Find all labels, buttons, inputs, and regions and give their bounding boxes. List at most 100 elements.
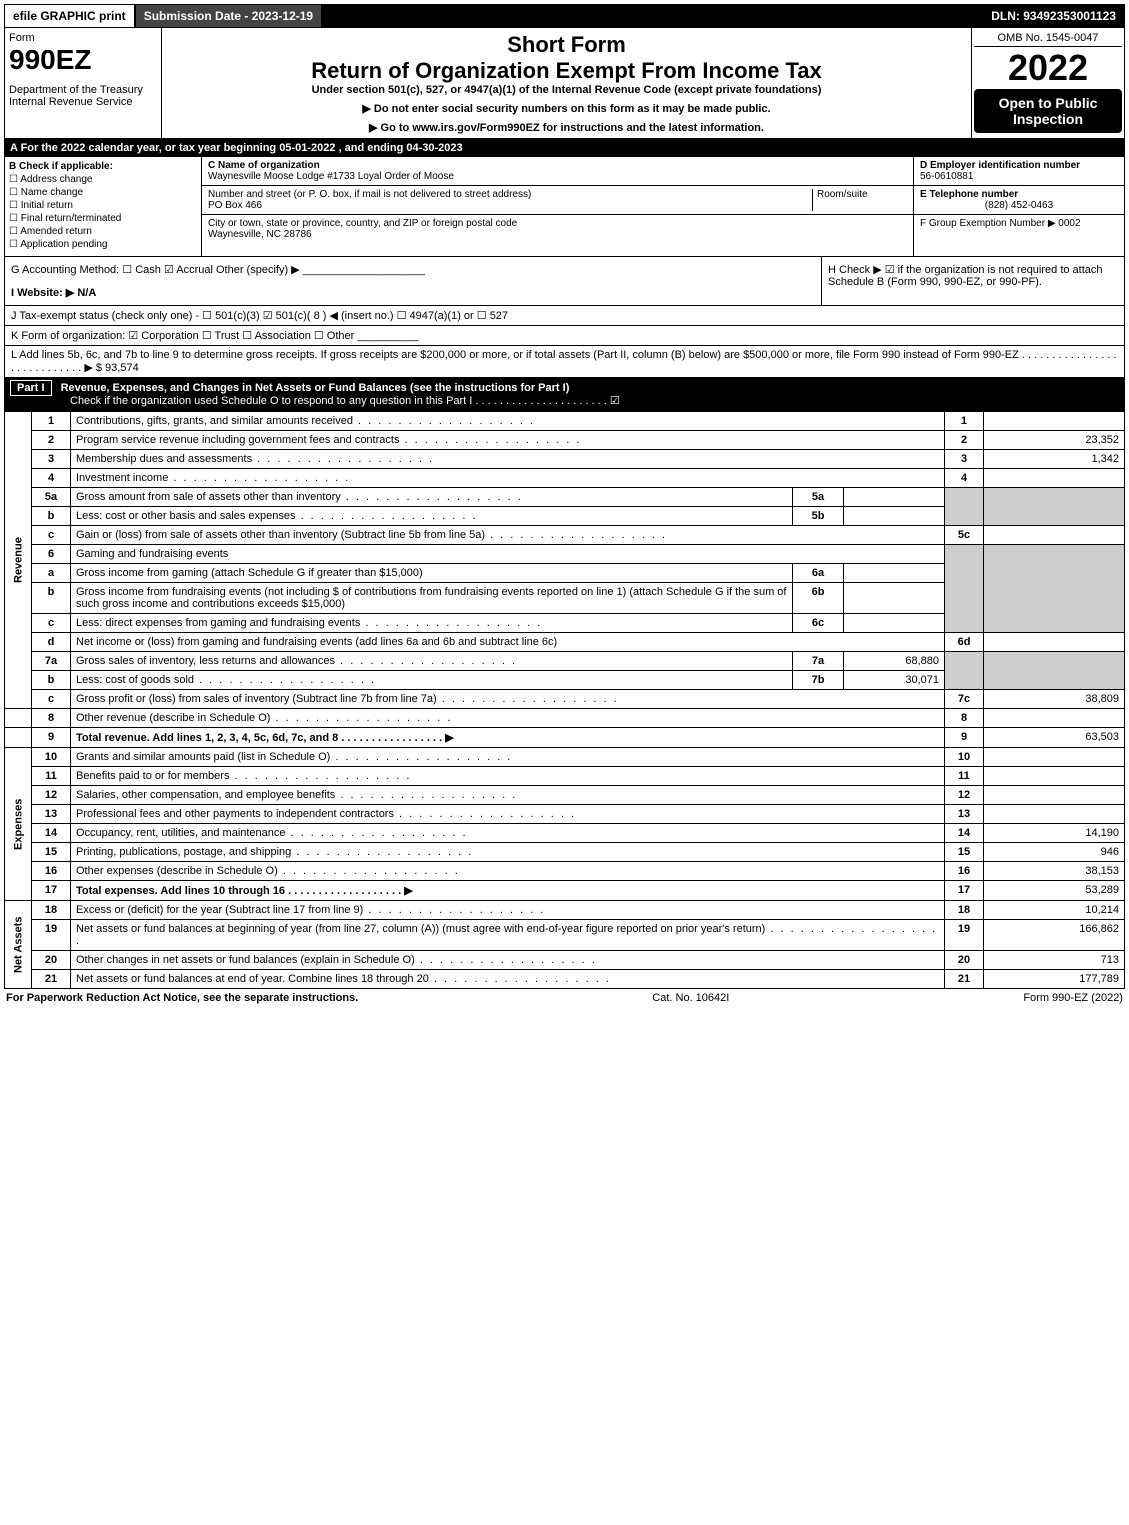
l17-amt: 53,289 [984, 881, 1125, 901]
chk-final-return[interactable]: Final return/terminated [9, 213, 197, 224]
part1-check: Check if the organization used Schedule … [70, 395, 620, 407]
chk-initial-return[interactable]: Initial return [9, 200, 197, 211]
form-number: 990EZ [9, 44, 157, 76]
chk-name-change[interactable]: Name change [9, 187, 197, 198]
l2-num: 2 [32, 431, 71, 450]
spacer [323, 5, 983, 27]
l18-txt: Excess or (deficit) for the year (Subtra… [71, 901, 945, 920]
l5a-txt: Gross amount from sale of assets other t… [71, 488, 793, 507]
l6c-sub: 6c [793, 614, 844, 633]
l12-txt: Salaries, other compensation, and employ… [71, 786, 945, 805]
l10-txt: Grants and similar amounts paid (list in… [71, 748, 945, 767]
page-footer: For Paperwork Reduction Act Notice, see … [4, 989, 1125, 1007]
l5c-txt: Gain or (loss) from sale of assets other… [71, 526, 945, 545]
l16-num: 16 [32, 862, 71, 881]
l7c-num: c [32, 690, 71, 709]
l5a-val [844, 488, 945, 507]
org-name: Waynesville Moose Lodge #1733 Loyal Orde… [208, 171, 454, 182]
l11-box: 11 [945, 767, 984, 786]
l15-amt: 946 [984, 843, 1125, 862]
l6d-amt [984, 633, 1125, 652]
col-c-org: C Name of organization Waynesville Moose… [202, 157, 914, 256]
col-def: D Employer identification number 56-0610… [914, 157, 1124, 256]
l10-amt [984, 748, 1125, 767]
col-b-checks: B Check if applicable: Address change Na… [5, 157, 202, 256]
side-rev-cont2 [5, 728, 32, 748]
l4-amt [984, 469, 1125, 488]
l19-amt: 166,862 [984, 920, 1125, 951]
l7a-val: 68,880 [844, 652, 945, 671]
l16-box: 16 [945, 862, 984, 881]
l1-num: 1 [32, 412, 71, 431]
form-label: Form [9, 32, 157, 44]
part1-table: Revenue 1 Contributions, gifts, grants, … [4, 411, 1125, 989]
l14-box: 14 [945, 824, 984, 843]
irs-label: Internal Revenue Service [9, 96, 157, 108]
row-a-tax-year: A For the 2022 calendar year, or tax yea… [4, 139, 1125, 157]
l7c-box: 7c [945, 690, 984, 709]
top-bar: efile GRAPHIC print Submission Date - 20… [4, 4, 1125, 28]
l14-num: 14 [32, 824, 71, 843]
l6a-val [844, 564, 945, 583]
l6a-txt: Gross income from gaming (attach Schedul… [71, 564, 793, 583]
chk-address-change[interactable]: Address change [9, 174, 197, 185]
row-gh: G Accounting Method: ☐ Cash ☑ Accrual Ot… [4, 257, 1125, 306]
efile-link[interactable]: efile GRAPHIC print [5, 5, 136, 27]
part1-title: Revenue, Expenses, and Changes in Net As… [61, 382, 570, 394]
l4-txt: Investment income [71, 469, 945, 488]
part1-label: Part I [10, 380, 52, 396]
l6a-sub: 6a [793, 564, 844, 583]
l6a-num: a [32, 564, 71, 583]
l16-txt: Other expenses (describe in Schedule O) [71, 862, 945, 881]
l5b-val [844, 507, 945, 526]
l6d-txt: Net income or (loss) from gaming and fun… [71, 633, 945, 652]
l9-num: 9 [32, 728, 71, 748]
city-value: Waynesville, NC 28786 [208, 229, 312, 240]
city-label: City or town, state or province, country… [208, 218, 517, 229]
l2-txt: Program service revenue including govern… [71, 431, 945, 450]
l11-num: 11 [32, 767, 71, 786]
d-ein-label: D Employer identification number [920, 160, 1080, 171]
l19-num: 19 [32, 920, 71, 951]
l5a-num: 5a [32, 488, 71, 507]
short-form-title: Short Form [166, 32, 967, 58]
dln: DLN: 93492353001123 [983, 5, 1124, 27]
l13-amt [984, 805, 1125, 824]
chk-application-pending[interactable]: Application pending [9, 239, 197, 250]
e-phone-label: E Telephone number [920, 189, 1018, 200]
l10-num: 10 [32, 748, 71, 767]
l18-amt: 10,214 [984, 901, 1125, 920]
l8-box: 8 [945, 709, 984, 728]
l14-txt: Occupancy, rent, utilities, and maintena… [71, 824, 945, 843]
chk-amended-return[interactable]: Amended return [9, 226, 197, 237]
shade-5 [945, 488, 984, 526]
l15-box: 15 [945, 843, 984, 862]
l10-box: 10 [945, 748, 984, 767]
goto-link[interactable]: ▶ Go to www.irs.gov/Form990EZ for instru… [166, 121, 967, 134]
l7b-val: 30,071 [844, 671, 945, 690]
header-left: Form 990EZ Department of the Treasury In… [5, 28, 162, 138]
b-label: B Check if applicable: [9, 161, 197, 172]
l4-num: 4 [32, 469, 71, 488]
shade-6 [945, 545, 984, 633]
l7b-sub: 7b [793, 671, 844, 690]
l6d-num: d [32, 633, 71, 652]
l19-txt: Net assets or fund balances at beginning… [71, 920, 945, 951]
l12-box: 12 [945, 786, 984, 805]
g-accounting-method: G Accounting Method: ☐ Cash ☑ Accrual Ot… [11, 263, 815, 276]
l2-amt: 23,352 [984, 431, 1125, 450]
f-group-exemption: F Group Exemption Number ▶ 0002 [920, 218, 1081, 229]
l7c-txt: Gross profit or (loss) from sales of inv… [71, 690, 945, 709]
side-rev-cont [5, 709, 32, 728]
l3-txt: Membership dues and assessments [71, 450, 945, 469]
e-phone: (828) 452-0463 [920, 200, 1118, 211]
l3-box: 3 [945, 450, 984, 469]
l9-box: 9 [945, 728, 984, 748]
room-label: Room/suite [817, 189, 868, 200]
l20-box: 20 [945, 951, 984, 970]
l20-amt: 713 [984, 951, 1125, 970]
l7c-amt: 38,809 [984, 690, 1125, 709]
return-title: Return of Organization Exempt From Incom… [166, 58, 967, 84]
l21-num: 21 [32, 970, 71, 989]
footer-right: Form 990-EZ (2022) [1023, 992, 1123, 1004]
